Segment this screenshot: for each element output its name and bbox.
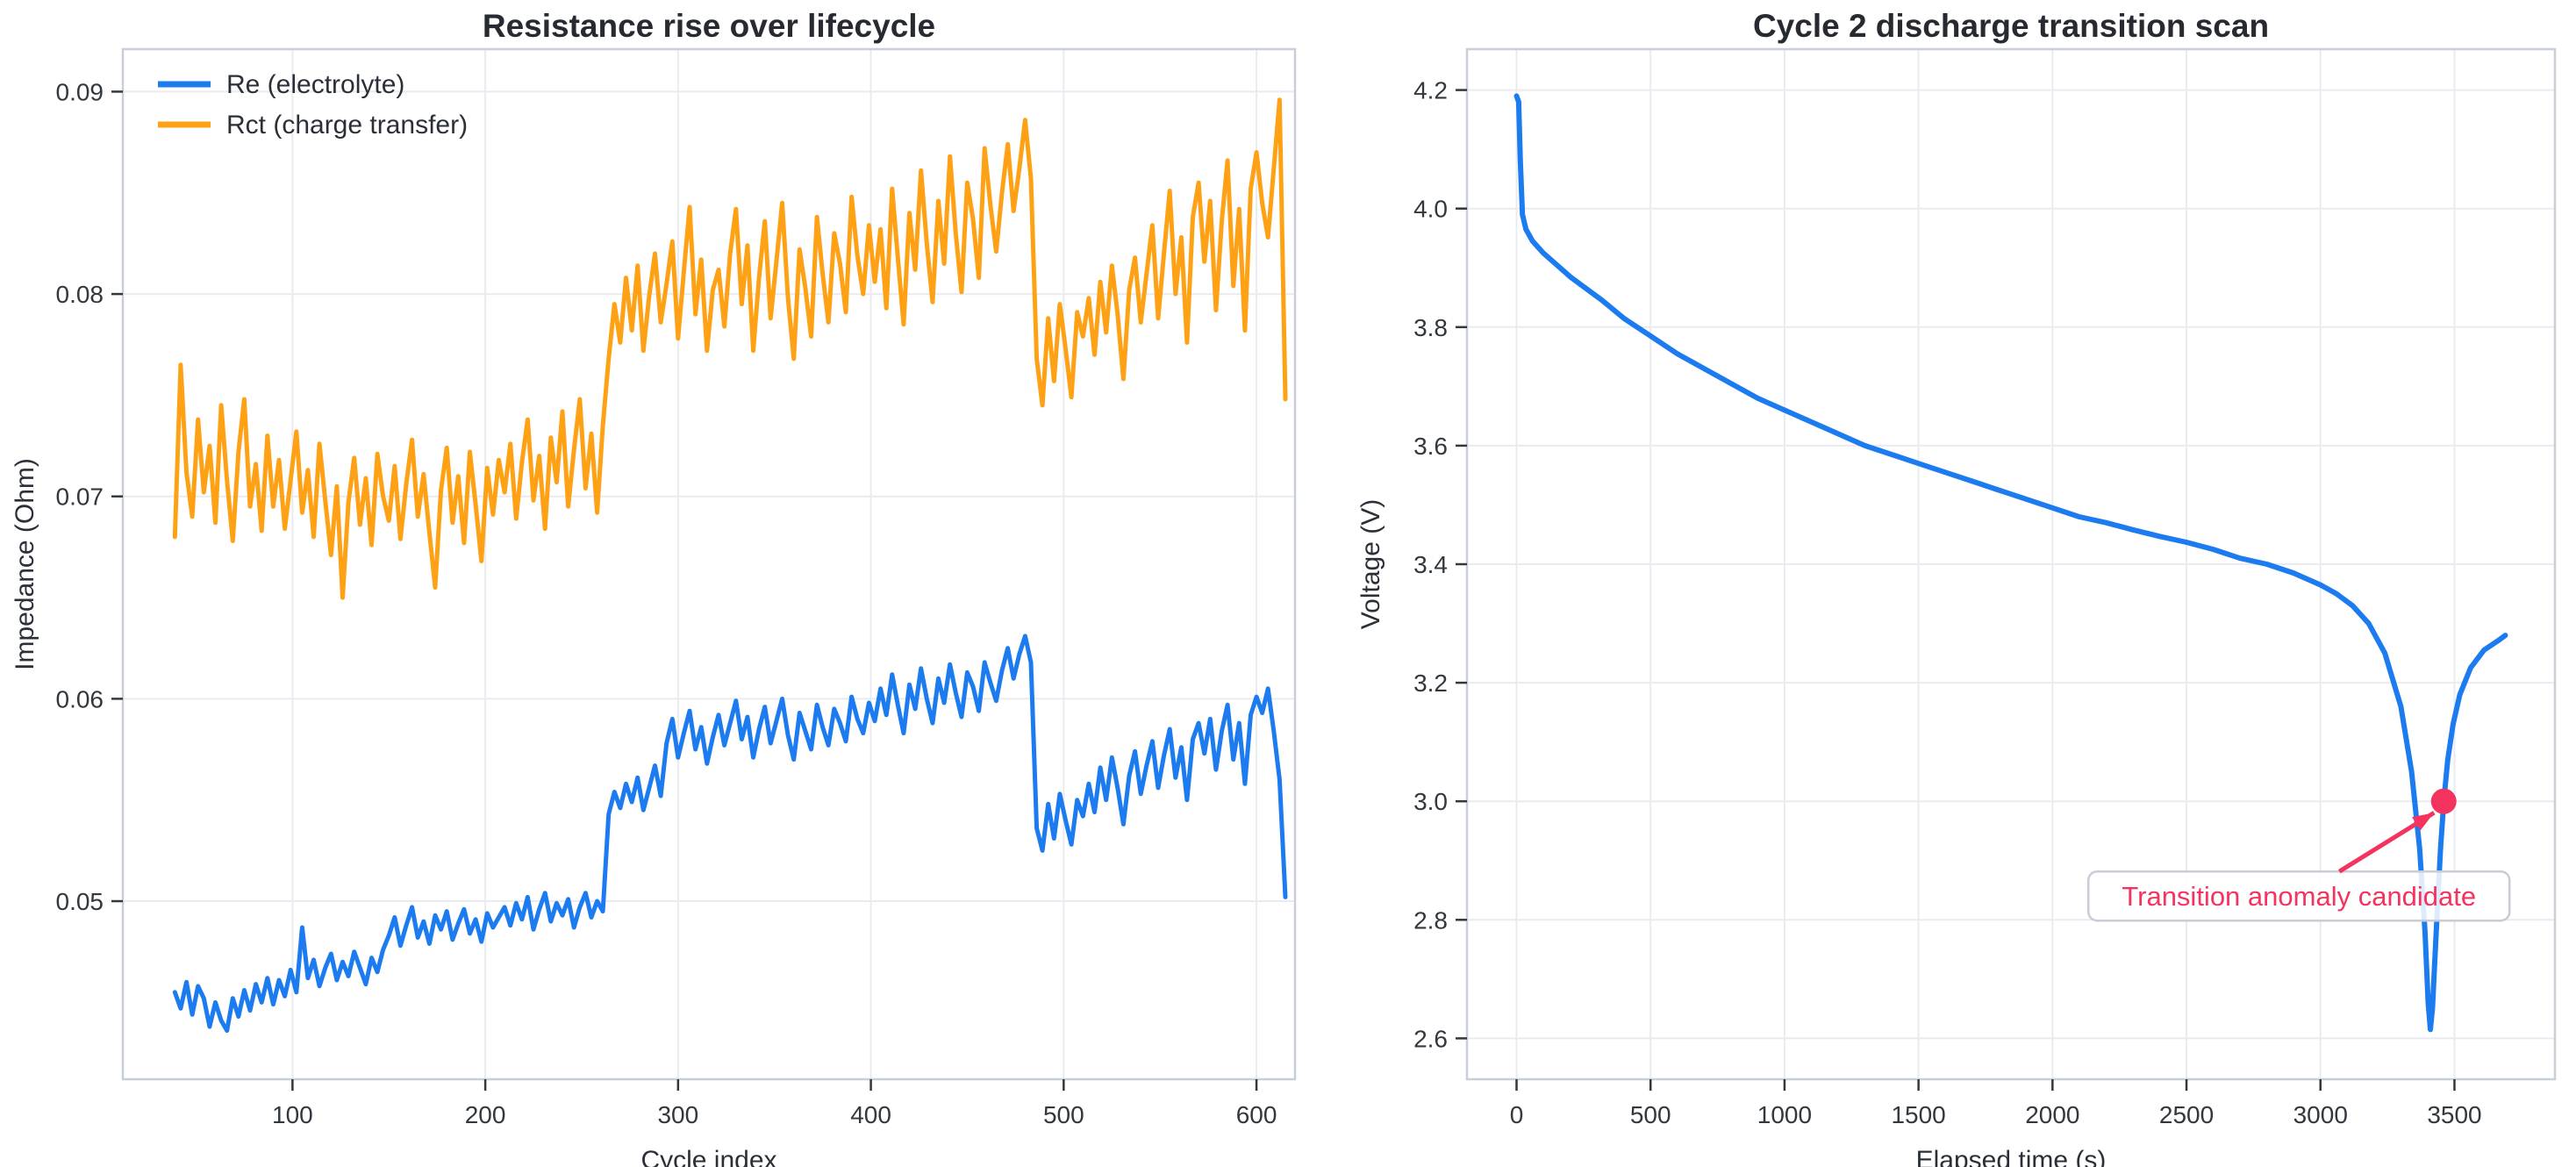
x-tick-label: 300 — [657, 1101, 698, 1128]
series-line-1 — [172, 97, 1288, 600]
y-tick-label: 3.0 — [1413, 788, 1448, 815]
x-tick-label: 400 — [850, 1101, 891, 1128]
x-tick-label: 2000 — [2025, 1101, 2079, 1128]
grid — [1467, 49, 2555, 1079]
series-line-0 — [1513, 93, 2508, 1033]
x-tick-label: 0 — [1510, 1101, 1524, 1128]
chart-impedance: 100 200 300 400 500 600 0.05 0.06 0.07 0.08 0.09 Re… — [11, 8, 1297, 1167]
y-axis-label: Voltage (V) — [1356, 499, 1385, 629]
x-tick-label: 200 — [465, 1101, 506, 1128]
y-tick-label: 0.08 — [56, 281, 104, 308]
x-axis-label: Elapsed time (s) — [1916, 1146, 2107, 1167]
series-line-0 — [172, 634, 1288, 1034]
y-tick-label: 3.6 — [1413, 433, 1448, 460]
y-tick-label: 0.07 — [56, 483, 104, 511]
chart-title: Resistance rise over lifecycle — [483, 8, 935, 44]
x-tick-label: 500 — [1043, 1101, 1084, 1128]
x-tick-label: 1000 — [1757, 1101, 1812, 1128]
y-tick-label: 4.2 — [1413, 77, 1448, 104]
annotation-arrowhead — [2412, 813, 2435, 831]
y-tick-label: 2.8 — [1413, 906, 1448, 934]
x-tick-label: 100 — [272, 1101, 313, 1128]
annotation-text: Transition anomaly candidate — [2122, 881, 2476, 912]
plot-border — [121, 47, 1297, 1081]
y-tick-label: 4.0 — [1413, 196, 1448, 223]
y-tick-label: 3.8 — [1413, 314, 1448, 341]
y-axis-label: Impedance (Ohm) — [11, 458, 39, 670]
annotation-box — [2087, 870, 2511, 922]
y-tick-label: 0.06 — [56, 685, 104, 712]
chart-discharge: 0 500 1000 1500 2000 2500 3000 3500 2.6 2.8 3.0 3.2… — [1356, 8, 2557, 1167]
y-tick-label: 3.4 — [1413, 551, 1448, 578]
annotation-marker-dot — [2430, 788, 2457, 814]
y-tick-label: 3.2 — [1413, 669, 1448, 697]
y-tick-label: 0.05 — [56, 888, 104, 915]
x-tick-label: 3000 — [2293, 1101, 2348, 1128]
grid — [123, 49, 1295, 1079]
y-tick-label: 2.6 — [1413, 1025, 1448, 1052]
x-tick-label: 500 — [1630, 1101, 1671, 1128]
x-tick-label: 2500 — [2159, 1101, 2214, 1128]
x-axis-label: Cycle index — [640, 1146, 776, 1167]
y-tick-label: 0.09 — [56, 78, 104, 105]
legend-label-1: Rct (charge transfer) — [226, 111, 468, 140]
x-tick-label: 3500 — [2427, 1101, 2481, 1128]
x-tick-label: 600 — [1236, 1101, 1277, 1128]
legend-label-0: Re (electrolyte) — [226, 70, 404, 99]
x-tick-label: 1500 — [1891, 1101, 1945, 1128]
legend: Re (electrolyte) Rct (charge transfer) — [158, 70, 468, 140]
chart-title: Cycle 2 discharge transition scan — [1753, 8, 2269, 44]
